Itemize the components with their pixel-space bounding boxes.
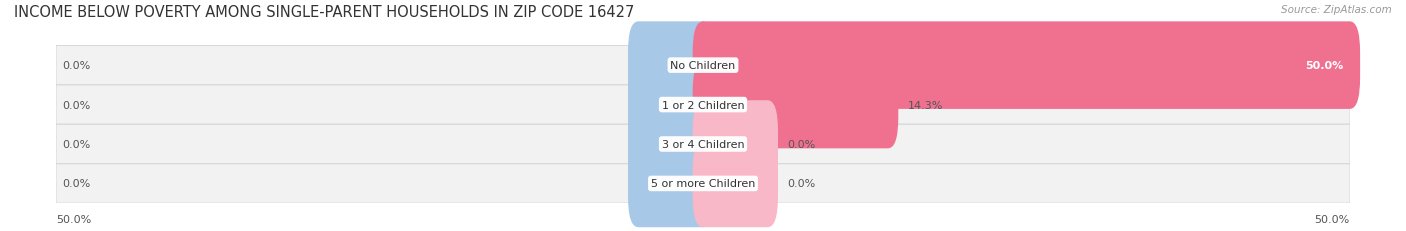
FancyBboxPatch shape [56, 125, 1350, 164]
Text: INCOME BELOW POVERTY AMONG SINGLE-PARENT HOUSEHOLDS IN ZIP CODE 16427: INCOME BELOW POVERTY AMONG SINGLE-PARENT… [14, 5, 634, 20]
FancyBboxPatch shape [693, 140, 778, 227]
Text: 3 or 4 Children: 3 or 4 Children [662, 139, 744, 149]
FancyBboxPatch shape [56, 46, 1350, 85]
FancyBboxPatch shape [628, 140, 713, 227]
Text: 50.0%: 50.0% [56, 214, 91, 225]
Text: 0.0%: 0.0% [63, 61, 91, 71]
FancyBboxPatch shape [693, 101, 778, 188]
Text: 5 or more Children: 5 or more Children [651, 179, 755, 189]
FancyBboxPatch shape [56, 85, 1350, 125]
Text: 0.0%: 0.0% [787, 179, 815, 189]
Text: 1 or 2 Children: 1 or 2 Children [662, 100, 744, 110]
Text: Source: ZipAtlas.com: Source: ZipAtlas.com [1281, 5, 1392, 15]
Text: 50.0%: 50.0% [1305, 61, 1343, 71]
Text: 0.0%: 0.0% [787, 139, 815, 149]
Text: No Children: No Children [671, 61, 735, 71]
Text: 0.0%: 0.0% [63, 139, 91, 149]
FancyBboxPatch shape [628, 22, 713, 109]
FancyBboxPatch shape [693, 61, 898, 149]
Text: 0.0%: 0.0% [63, 179, 91, 189]
FancyBboxPatch shape [628, 61, 713, 149]
Text: 50.0%: 50.0% [1315, 214, 1350, 225]
FancyBboxPatch shape [628, 101, 713, 188]
Text: 14.3%: 14.3% [907, 100, 943, 110]
FancyBboxPatch shape [56, 164, 1350, 203]
FancyBboxPatch shape [693, 22, 1360, 109]
Text: 0.0%: 0.0% [63, 100, 91, 110]
